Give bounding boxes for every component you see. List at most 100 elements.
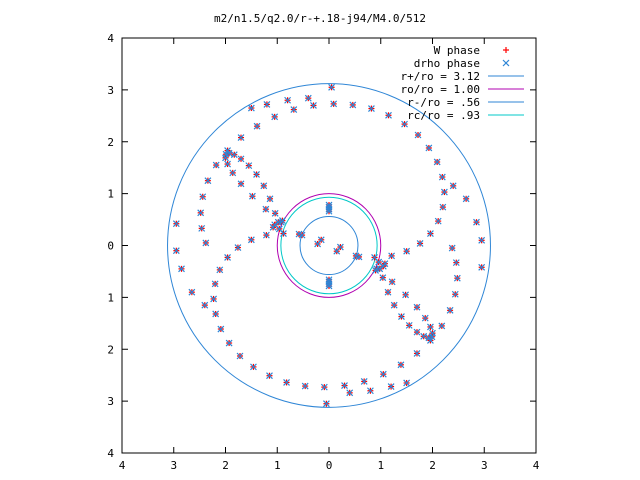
drho-phase-point: [379, 370, 387, 378]
x-tick-label: 4: [533, 459, 540, 472]
drho-phase-point: [413, 349, 421, 357]
drho-phase-point: [366, 387, 374, 395]
drho-phase-point: [402, 291, 410, 299]
x-tick-label: 1: [377, 459, 384, 472]
drho-phase-point: [172, 247, 180, 255]
drho-phase-point: [211, 280, 219, 288]
drho-phase-point: [416, 240, 424, 247]
drho-phase-point: [274, 218, 282, 226]
y-tick-label: 4: [107, 447, 114, 460]
drho-phase-point: [266, 195, 274, 203]
drho-phase-point: [201, 301, 209, 309]
y-tick-label: 0: [107, 240, 114, 253]
drho-phase-point: [236, 352, 244, 360]
drho-phase-point: [279, 217, 286, 225]
drho-phase-point: [245, 162, 253, 170]
circle-ro-ro: [276, 193, 382, 298]
drho-phase-point: [325, 207, 333, 215]
drho-phase-point: [325, 205, 333, 213]
drho-phase-point: [379, 274, 387, 282]
circle-r-ro: [299, 215, 359, 276]
y-tick-label: 2: [107, 343, 114, 356]
drho-phase-point: [260, 182, 268, 190]
drho-phase-point: [413, 328, 421, 336]
drho-phase-point: [290, 106, 298, 114]
drho-phase-point: [225, 339, 233, 347]
drho-phase-point: [230, 151, 238, 159]
drho-phase-point: [283, 379, 290, 386]
drho-phase-point: [401, 120, 408, 128]
drho-phase-point: [229, 169, 237, 177]
drho-phase-point: [403, 247, 411, 255]
drho-phase-point: [262, 231, 270, 239]
drho-phase-point: [398, 313, 405, 320]
drho-phase-point: [284, 96, 292, 104]
drho-phase-point: [438, 322, 446, 330]
drho-phase-point: [263, 100, 271, 108]
drho-phase-point: [317, 236, 325, 244]
drho-phase-point: [325, 282, 333, 290]
drho-phase-point: [438, 173, 446, 181]
drho-phase-point: [262, 205, 270, 213]
drho-phase-point: [427, 337, 434, 344]
drho-phase-point: [248, 192, 256, 200]
drho-phase-point: [434, 217, 442, 225]
drho-phase-point: [473, 218, 480, 226]
drho-phase-point: [440, 188, 448, 196]
drho-phase-point: [376, 265, 384, 273]
drho-phase-point: [403, 379, 411, 387]
drho-phase-point: [478, 263, 486, 271]
drho-phase-point: [328, 83, 336, 91]
drho-phase-point: [429, 329, 436, 337]
drho-phase-point: [355, 253, 363, 261]
drho-phase-point: [199, 193, 207, 201]
y-tick-label: 3: [107, 395, 114, 408]
y-tick-label: 1: [107, 188, 114, 201]
drho-phase-point: [420, 332, 428, 340]
y-tick-label: 1: [107, 291, 114, 304]
x-tick-label: 3: [170, 459, 177, 472]
drho-phase-point: [325, 280, 333, 288]
drho-phase-point: [388, 278, 396, 286]
legend-label: r+/ro = 3.12: [401, 70, 480, 83]
drho-phase-point: [212, 310, 220, 318]
drho-phase-point: [397, 361, 405, 369]
drho-phase-point: [247, 236, 255, 244]
x-tick-label: 4: [119, 459, 126, 472]
drho-phase-point: [360, 377, 368, 385]
drho-phase-point: [271, 209, 279, 217]
circle-rc-ro: [280, 196, 378, 295]
x-tick-label: 2: [429, 459, 436, 472]
drho-phase-point: [405, 321, 413, 329]
drho-phase-point: [320, 383, 328, 391]
drho-phase-point: [266, 372, 273, 380]
chart-title: m2/n1.5/q2.0/r-+.18-j94/M4.0/512: [214, 12, 426, 25]
drho-phase-point: [433, 158, 441, 166]
drho-phase-point: [346, 389, 354, 397]
drho-phase-point: [388, 252, 396, 260]
drho-phase-point: [253, 171, 260, 178]
drho-phase-point: [237, 155, 245, 163]
drho-phase-point: [372, 266, 379, 274]
drho-phase-point: [385, 111, 392, 119]
drho-phase-point: [390, 301, 398, 309]
drho-phase-point: [446, 306, 454, 314]
drho-phase-point: [449, 182, 457, 190]
drho-phase-point: [172, 220, 180, 228]
drho-phase-point: [271, 221, 279, 229]
drho-phase-point: [448, 244, 456, 252]
drho-phase-point: [212, 161, 220, 169]
drho-phase-point: [421, 314, 429, 322]
drho-phase-point: [304, 94, 312, 102]
drho-phase-point: [217, 325, 225, 333]
drho-phase-point: [301, 382, 309, 390]
drho-phase-point: [247, 104, 255, 112]
drho-phase-point: [188, 288, 196, 296]
data-points: [172, 83, 486, 408]
drho-phase-point: [253, 122, 261, 130]
drho-phase-point: [452, 259, 460, 267]
drho-phase-point: [414, 131, 422, 139]
drho-phase-point: [322, 400, 330, 408]
